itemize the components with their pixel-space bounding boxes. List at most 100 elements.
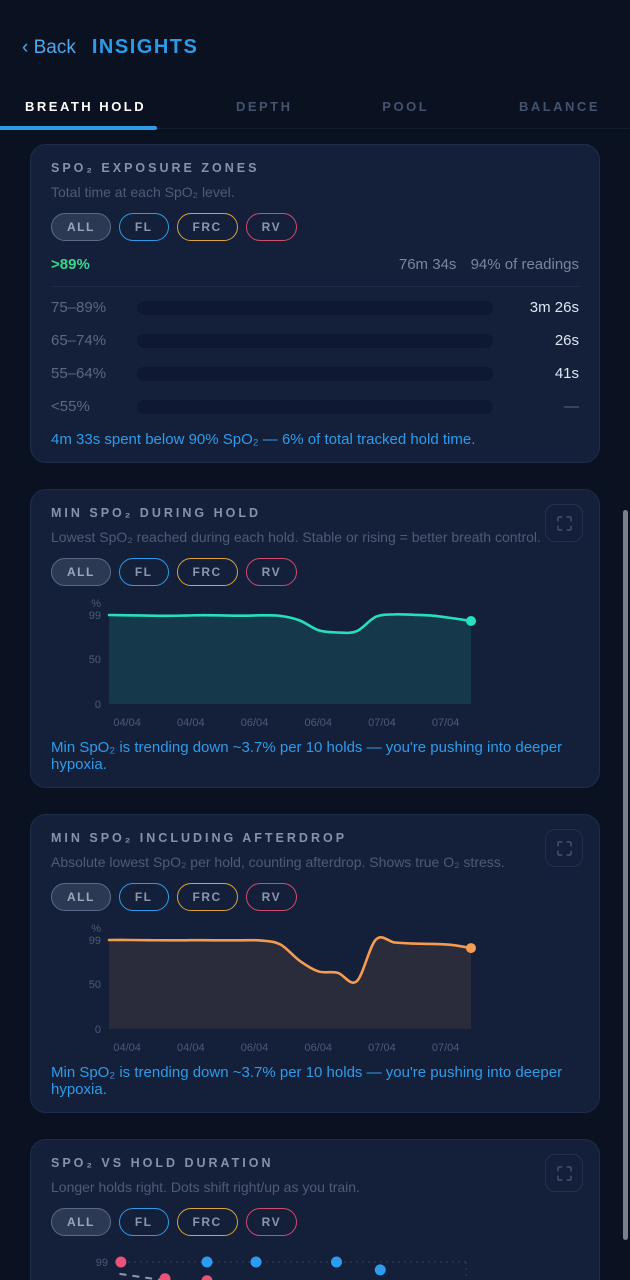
card-footnote: Min SpO₂ is trending down ~3.7% per 10 h…: [51, 1064, 563, 1098]
back-button[interactable]: ‹ Back: [22, 37, 76, 58]
chart-line: [107, 612, 473, 635]
svg-text:%: %: [91, 924, 101, 935]
active-tab-indicator: [0, 126, 157, 130]
divider: [51, 286, 579, 287]
zone-bars: 75–89% 3m 26s 65–74% 26s 55–64% 41s <55%…: [51, 291, 579, 423]
svg-text:0: 0: [95, 1024, 101, 1036]
filter-chip-group: ALL FL FRC RV: [51, 558, 579, 586]
screen-header: ‹ Back INSIGHTS: [0, 0, 630, 59]
scatter-dot: [159, 1273, 171, 1280]
scatter-dot: [374, 1264, 386, 1276]
zone-bar-track: [137, 399, 493, 414]
filter-chip-fl[interactable]: FL: [118, 883, 169, 911]
svg-text:99: 99: [89, 610, 101, 622]
zone-bar-row: 75–89% 3m 26s: [51, 291, 579, 324]
card-title: MIN SPO₂ INCLUDING AFTERDROP: [51, 831, 348, 845]
chart-area-fill: [109, 937, 471, 1029]
filter-chip-rv[interactable]: RV: [245, 558, 298, 586]
tab-breath-hold[interactable]: BREATH HOLD: [25, 99, 147, 114]
svg-text:06/04: 06/04: [304, 717, 332, 729]
zone-bar-label: 55–64%: [51, 365, 107, 382]
zone-bar-label: 65–74%: [51, 332, 107, 349]
card-title: SPO₂ VS HOLD DURATION: [51, 1156, 274, 1170]
afterdrop-line-chart: %99 50 0 04/04 04/04 06/04 06/04 07/04 07/04: [89, 924, 476, 1054]
filter-chip-all[interactable]: ALL: [51, 883, 111, 911]
chart-end-dot: [466, 616, 476, 627]
svg-text:%: %: [91, 599, 101, 610]
svg-text:99: 99: [96, 1257, 108, 1269]
top-zone-row: >89% 76m 34s 94% of readings: [51, 254, 579, 273]
scatter-dot: [250, 1256, 262, 1268]
expand-button[interactable]: [545, 829, 583, 867]
zone-bar-value: 41s: [554, 365, 579, 382]
svg-text:04/04: 04/04: [113, 717, 141, 729]
zone-bar-track: [137, 366, 493, 381]
svg-text:50: 50: [89, 654, 101, 666]
svg-text:06/04: 06/04: [241, 1042, 269, 1054]
zone-bar-row: <55% —: [51, 390, 579, 423]
filter-chip-rv[interactable]: RV: [245, 213, 298, 241]
zone-stats: 76m 34s 94% of readings: [399, 256, 579, 273]
zone-bar-row: 55–64% 41s: [51, 357, 579, 390]
zone-bar-track: [137, 300, 493, 315]
svg-text:07/04: 07/04: [368, 717, 396, 729]
expand-button[interactable]: [545, 504, 583, 542]
chart-area-fill: [109, 614, 471, 704]
svg-text:04/04: 04/04: [113, 1042, 141, 1054]
filter-chip-rv[interactable]: RV: [245, 1208, 298, 1236]
card-title: SPO₂ EXPOSURE ZONES: [51, 161, 260, 175]
cards-container: SPO₂ EXPOSURE ZONES Total time at each S…: [0, 129, 630, 1280]
expand-icon: [556, 515, 572, 531]
trend-line: [119, 1272, 169, 1280]
chart-end-dot: [466, 943, 476, 954]
svg-text:99: 99: [89, 935, 101, 947]
zone-bar-value: 26s: [554, 332, 579, 349]
filter-chip-frc[interactable]: FRC: [176, 1208, 238, 1236]
zone-label: >89%: [51, 256, 90, 273]
card-subtitle: Absolute lowest SpO₂ per hold, counting …: [51, 854, 505, 870]
filter-chip-rv[interactable]: RV: [245, 883, 298, 911]
tab-depth[interactable]: DEPTH: [235, 99, 293, 114]
svg-text:04/04: 04/04: [177, 1042, 205, 1054]
filter-chip-all[interactable]: ALL: [51, 558, 111, 586]
filter-chip-frc[interactable]: FRC: [176, 213, 238, 241]
filter-chip-all[interactable]: ALL: [51, 213, 111, 241]
card-subtitle: Longer holds right. Dots shift right/up …: [51, 1179, 360, 1195]
svg-text:0: 0: [95, 699, 101, 711]
filter-chip-fl[interactable]: FL: [118, 558, 169, 586]
filter-chip-group: ALL FL FRC RV: [51, 1208, 579, 1236]
filter-chip-frc[interactable]: FRC: [176, 883, 238, 911]
zone-bar-value: —: [564, 398, 579, 415]
svg-text:50: 50: [89, 979, 101, 991]
expand-button[interactable]: [545, 1154, 583, 1192]
scatter-dot: [201, 1256, 213, 1268]
filter-chip-group: ALL FL FRC RV: [51, 213, 579, 241]
card-spo2-vs-hold-duration: SPO₂ VS HOLD DURATION Longer holds right…: [30, 1139, 600, 1280]
svg-text:06/04: 06/04: [241, 717, 269, 729]
card-spo2-exposure-zones: SPO₂ EXPOSURE ZONES Total time at each S…: [30, 144, 600, 463]
svg-text:04/04: 04/04: [177, 717, 205, 729]
zone-bar-row: 65–74% 26s: [51, 324, 579, 357]
scrollbar[interactable]: [623, 510, 628, 1240]
card-min-spo2-including-afterdrop: MIN SPO₂ INCLUDING AFTERDROP Absolute lo…: [30, 814, 600, 1113]
zone-time: 76m 34s: [398, 256, 457, 273]
card-subtitle: Total time at each SpO₂ level.: [51, 184, 235, 200]
spo2-vs-duration-scatter-chart: 9991SpO₂ %: [96, 1256, 467, 1280]
zone-bar-value: 3m 26s: [529, 299, 579, 316]
filter-chip-all[interactable]: ALL: [51, 1208, 111, 1236]
scatter-dot: [201, 1275, 213, 1280]
svg-text:07/04: 07/04: [432, 717, 460, 729]
filter-chip-fl[interactable]: FL: [118, 1208, 169, 1236]
zone-bar-label: <55%: [51, 398, 90, 415]
chart-line: [107, 936, 473, 984]
card-min-spo2-during-hold: MIN SPO₂ DURING HOLD Lowest SpO₂ reached…: [30, 489, 600, 788]
filter-chip-fl[interactable]: FL: [118, 213, 169, 241]
expand-icon: [556, 840, 572, 856]
tab-bar: BREATH HOLD DEPTH POOL BALANCE: [0, 59, 630, 130]
card-title: MIN SPO₂ DURING HOLD: [51, 506, 261, 520]
card-footnote: Min SpO₂ is trending down ~3.7% per 10 h…: [51, 739, 563, 773]
filter-chip-frc[interactable]: FRC: [176, 558, 238, 586]
zone-share: 94% of readings: [470, 256, 579, 273]
tab-balance[interactable]: BALANCE: [518, 99, 600, 114]
tab-pool[interactable]: POOL: [382, 99, 430, 114]
